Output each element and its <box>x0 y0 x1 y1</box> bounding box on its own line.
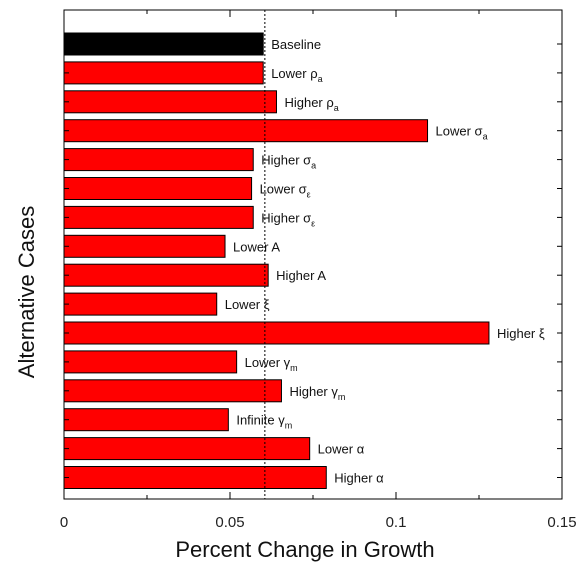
bar <box>63 119 429 143</box>
bar-label-text: Higher γ <box>289 384 338 399</box>
bar-label-text: Higher σ <box>261 153 311 168</box>
bar <box>63 408 229 432</box>
bar-label-text: Higher ξ <box>497 326 545 341</box>
bar-label: Higher σε <box>261 210 315 228</box>
bar <box>63 466 327 489</box>
bar-label-text: Lower ρ <box>271 66 317 81</box>
bar-label-subscript: a <box>334 103 339 113</box>
bar <box>63 379 282 403</box>
bar-label: Baseline <box>271 37 321 52</box>
bar-label-subscript: m <box>338 392 346 402</box>
bar-label-text: Higher α <box>334 471 384 486</box>
bar-label: Lower σε <box>260 182 311 200</box>
bar-label: Lower γm <box>245 355 298 373</box>
x-tick-label: 0.15 <box>547 514 576 531</box>
bar <box>63 205 254 229</box>
bar-label: Higher ξ <box>497 326 545 341</box>
bar-label-text: Baseline <box>271 37 321 52</box>
bar-label: Lower ξ <box>225 297 270 312</box>
bar-label: Lower A <box>233 239 280 254</box>
x-tick-label: 0.05 <box>215 514 244 531</box>
bar <box>63 177 253 200</box>
bar <box>63 263 269 287</box>
bar-label-text: Lower ξ <box>225 297 270 312</box>
bar-label-subscript: ε <box>307 190 311 200</box>
bar-label-text: Higher A <box>276 268 326 283</box>
bar <box>63 90 277 114</box>
x-tick-label: 0.1 <box>386 514 407 531</box>
bar-label: Lower α <box>318 442 365 457</box>
y-axis-title: Alternative Cases <box>14 206 39 378</box>
x-axis-title: Percent Change in Growth <box>175 537 434 562</box>
bar <box>63 350 238 374</box>
bar-label-subscript: a <box>318 74 323 84</box>
bar-label: Infinite γm <box>236 413 292 431</box>
bar <box>63 148 254 172</box>
bar-label: Higher σa <box>261 153 316 171</box>
bar-label-subscript: ε <box>311 218 315 228</box>
bar <box>63 32 264 56</box>
bar-label: Lower σa <box>436 124 488 142</box>
bar-label-text: Lower A <box>233 239 280 254</box>
bar-label-text: Infinite γ <box>236 413 285 428</box>
bar-label: Higher A <box>276 268 326 283</box>
bar-label-text: Lower σ <box>260 182 307 197</box>
bar-label: Lower ρa <box>271 66 322 84</box>
bar-label-text: Lower σ <box>436 124 483 139</box>
bar <box>63 292 218 316</box>
bar-label-text: Lower α <box>318 442 365 457</box>
ticks-layer: 0 0.05 0.1 0.15 <box>60 10 577 531</box>
x-tick-label: 0 <box>60 514 68 531</box>
bar <box>63 321 490 345</box>
bar <box>63 61 264 85</box>
bar-label-subscript: m <box>290 363 298 373</box>
bar-label-text: Higher σ <box>261 210 311 225</box>
bar <box>63 234 226 258</box>
bar-label: Higher α <box>334 471 384 486</box>
bar-label-subscript: m <box>285 421 293 431</box>
bar-label-text: Higher ρ <box>284 95 333 110</box>
bar-label-text: Lower γ <box>245 355 291 370</box>
bar-label-subscript: a <box>311 161 316 171</box>
bar-label-subscript: a <box>483 132 488 142</box>
bar-label: Higher γm <box>289 384 345 402</box>
bar <box>63 437 311 461</box>
bar-label: Higher ρa <box>284 95 338 113</box>
